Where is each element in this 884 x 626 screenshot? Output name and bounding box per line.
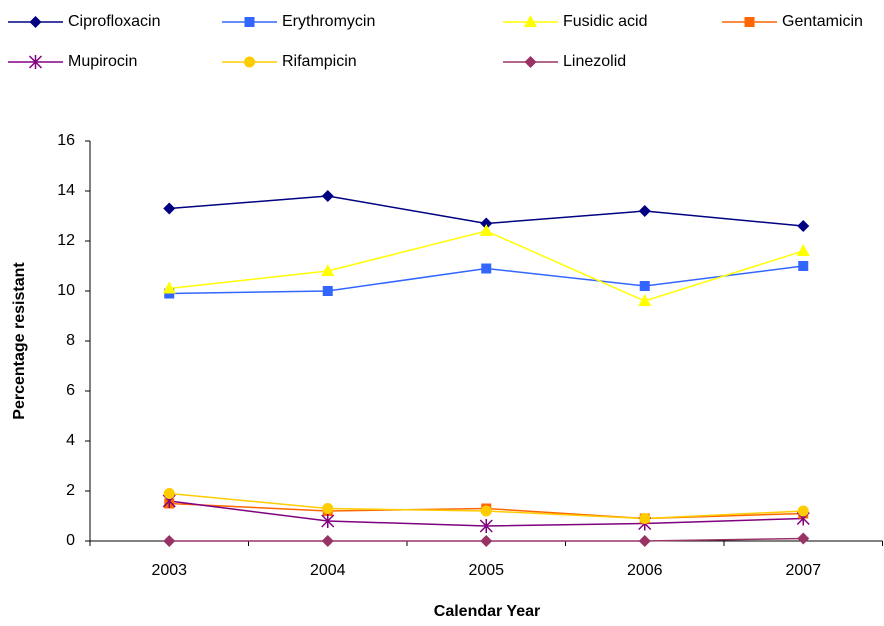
y-tick-label: 4 — [66, 432, 75, 449]
x-tick-label: 2005 — [468, 562, 504, 579]
y-tick-label: 6 — [66, 382, 75, 399]
marker — [163, 202, 176, 215]
legend-item: Ciprofloxacin — [8, 13, 160, 30]
legend-label: Linezolid — [563, 53, 626, 70]
legend-label: Ciprofloxacin — [68, 13, 160, 30]
marker — [28, 55, 43, 69]
marker — [29, 16, 42, 28]
marker — [321, 535, 334, 547]
legend-item: Linezolid — [503, 53, 626, 70]
y-axis-title: Percentage resistant — [11, 262, 28, 420]
marker — [480, 217, 493, 230]
marker — [524, 56, 537, 68]
marker — [744, 17, 755, 27]
marker — [797, 505, 809, 517]
marker — [322, 286, 333, 296]
y-tick-label: 16 — [57, 132, 75, 149]
marker — [797, 532, 810, 545]
y-tick-label: 14 — [57, 182, 75, 199]
marker — [244, 56, 255, 68]
marker — [638, 294, 652, 306]
y-tick-label: 0 — [66, 532, 75, 549]
legend-label: Gentamicin — [782, 13, 863, 30]
x-tick-label: 2003 — [151, 562, 187, 579]
y-tick-label: 10 — [57, 282, 75, 299]
y-tick-label: 12 — [57, 232, 75, 249]
marker — [321, 264, 335, 276]
marker — [163, 488, 175, 499]
x-tick-label: 2004 — [310, 562, 346, 579]
marker — [639, 513, 651, 524]
marker — [322, 503, 334, 514]
marker — [480, 505, 492, 517]
marker — [481, 263, 492, 274]
legend-label: Rifampicin — [282, 53, 357, 70]
marker — [798, 261, 809, 271]
legend-item: Rifampicin — [222, 53, 357, 70]
marker — [639, 281, 650, 291]
x-tick-label: 2006 — [627, 562, 663, 579]
marker — [638, 205, 651, 217]
x-axis-title: Calendar Year — [434, 603, 540, 620]
legend-label: Mupirocin — [68, 53, 137, 70]
legend-item: Erythromycin — [222, 13, 375, 30]
marker — [524, 15, 537, 27]
marker — [244, 17, 255, 27]
legend-label: Erythromycin — [282, 13, 375, 30]
marker — [638, 535, 651, 547]
marker — [797, 220, 810, 232]
marker — [796, 244, 810, 256]
legend-item: Mupirocin — [8, 53, 137, 70]
marker — [479, 519, 493, 533]
marker — [480, 535, 493, 547]
legend-item: Fusidic acid — [503, 13, 647, 30]
marker — [479, 224, 493, 236]
marker — [321, 514, 335, 528]
legend-label: Fusidic acid — [563, 13, 647, 30]
marker — [321, 190, 334, 202]
legend-item: Gentamicin — [722, 13, 863, 30]
y-tick-label: 2 — [66, 482, 75, 499]
marker — [163, 535, 176, 547]
y-tick-label: 8 — [66, 332, 75, 349]
marker — [162, 281, 176, 294]
x-tick-label: 2007 — [785, 562, 821, 579]
